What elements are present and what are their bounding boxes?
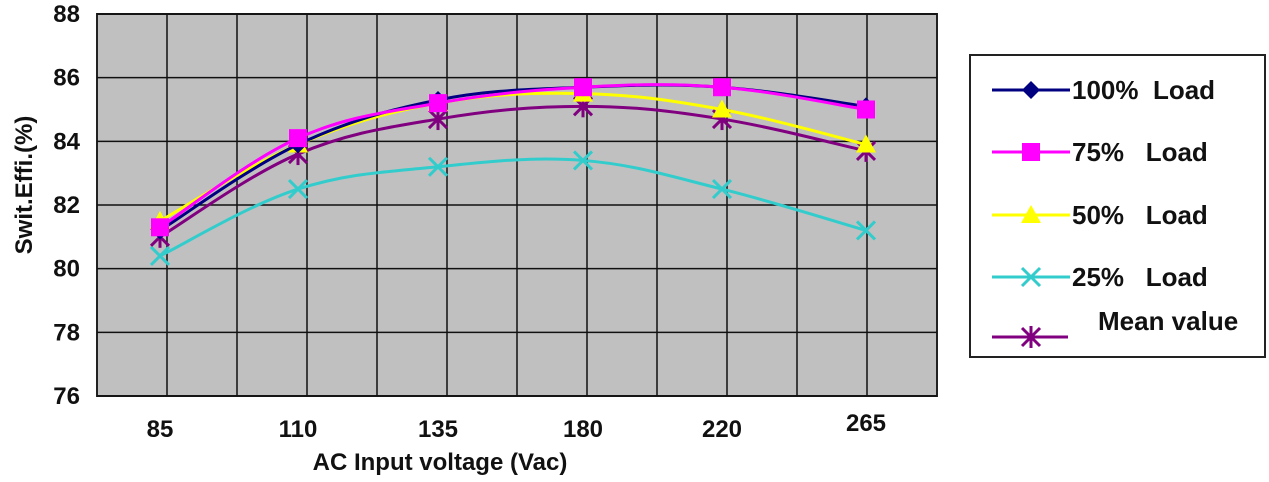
data-point-1-2 <box>429 94 447 113</box>
legend-entry-1: 75% Load <box>992 137 1208 167</box>
legend-marker-0 <box>1022 81 1040 99</box>
legend-marker-3 <box>1020 266 1042 288</box>
y-tick-label-84: 84 <box>53 128 80 155</box>
legend-label-3: 25% Load <box>1072 262 1208 292</box>
data-point-2-4 <box>712 99 732 118</box>
legend: 100% Load 75% Load 50% Load 25% Load Mean va… <box>969 54 1266 358</box>
legend-marker-2 <box>1021 205 1041 223</box>
data-point-1-1 <box>289 129 307 148</box>
legend-entry-4: Mean value <box>992 306 1238 348</box>
x-tick-label-85: 85 <box>147 416 174 443</box>
y-tick-label-76: 76 <box>53 383 80 410</box>
data-point-1-4 <box>713 78 731 97</box>
y-tick-label-88: 88 <box>53 1 80 28</box>
x-tick-label-180: 180 <box>563 416 603 443</box>
data-point-3-2 <box>427 156 449 177</box>
series-line-1 <box>159 83 867 229</box>
y-tick-label-78: 78 <box>53 319 80 346</box>
y-axis-title: Swit.Effi.(%) <box>11 116 38 255</box>
data-point-3-4 <box>711 179 733 200</box>
legend-box <box>969 54 1266 358</box>
y-axis-ticks: 76 78 80 82 84 86 88 <box>53 1 80 410</box>
legend-marker-4 <box>1020 326 1042 348</box>
data-point-1-3 <box>574 78 592 97</box>
data-point-3-3 <box>572 150 594 171</box>
x-tick-label-220: 220 <box>702 416 742 443</box>
legend-marker-1 <box>1022 143 1040 161</box>
legend-entry-2: 50% Load <box>992 200 1208 230</box>
legend-label-1: 75% Load <box>1072 137 1208 167</box>
y-tick-label-80: 80 <box>53 256 80 283</box>
data-point-1-0 <box>151 218 169 237</box>
legend-entries: 100% Load 75% Load 50% Load 25% Load Mean va… <box>992 75 1238 348</box>
series-1 <box>151 78 875 237</box>
x-axis-title: AC Input voltage (Vac) <box>313 449 568 476</box>
series-lines <box>149 78 877 266</box>
data-point-1-5 <box>857 100 875 119</box>
data-point-3-1 <box>287 179 309 200</box>
legend-label-2: 50% Load <box>1072 200 1208 230</box>
series-line-3 <box>159 157 867 258</box>
x-tick-label-265: 265 <box>846 410 886 437</box>
y-tick-label-82: 82 <box>53 192 80 219</box>
grid <box>97 13 937 397</box>
legend-entry-3: 25% Load <box>992 262 1208 292</box>
data-point-3-0 <box>149 245 171 266</box>
legend-label-0: 100% Load <box>1072 75 1215 105</box>
data-point-3-5 <box>855 220 877 241</box>
series-3 <box>149 150 877 266</box>
y-tick-label-86: 86 <box>53 65 80 92</box>
x-tick-label-110: 110 <box>279 416 318 443</box>
data-point-2-5 <box>856 134 876 153</box>
x-tick-label-135: 135 <box>418 416 458 443</box>
series-line-4 <box>159 104 867 239</box>
x-axis-ticks: 85 110 135 180 220 265 <box>147 410 886 443</box>
legend-label-4: Mean value <box>1098 306 1238 336</box>
legend-entry-0: 100% Load <box>992 75 1215 105</box>
